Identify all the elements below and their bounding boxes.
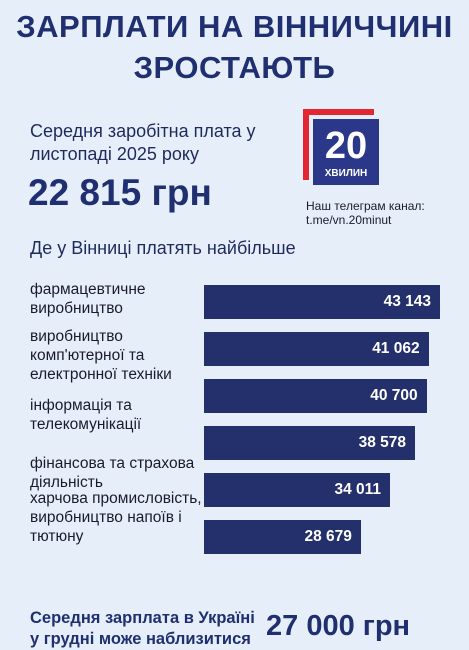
value-label: 28 679	[304, 528, 352, 545]
logo-number: 20	[325, 125, 367, 167]
bar: 28 679	[204, 520, 361, 554]
category-label: інформація та телекомунікації	[30, 397, 142, 433]
value-label: 38 578	[358, 434, 407, 451]
category-label: харчова промисловість, виробництво напої…	[30, 490, 202, 545]
footer-text: Середня зарплата в Україні у грудні може…	[30, 609, 255, 648]
footer-value: 27 000 грн	[266, 610, 411, 642]
logo-frame	[303, 109, 374, 180]
logo-box	[313, 119, 379, 185]
bar: 41 062	[204, 332, 429, 366]
value-label: 40 700	[370, 387, 418, 404]
bar: 40 700	[204, 379, 427, 413]
category-label: виробництво комп'ютерної та електронної …	[30, 328, 172, 383]
bar: 38 578	[204, 426, 416, 460]
value-label: 43 143	[383, 293, 431, 310]
bar: 43 143	[204, 285, 440, 319]
telegram: Наш телеграм канал: t.me/vn.20minut	[306, 199, 425, 227]
value-label: 41 062	[372, 340, 420, 357]
logo: 20 ХВИЛИН	[303, 109, 379, 185]
telegram-label: Наш телеграм канал:	[306, 199, 425, 213]
category-label: фармацевтичне виробництво	[30, 281, 146, 317]
subtitle: Середня заробітна плата у листопаді 2025…	[30, 121, 256, 164]
bar: 34 011	[204, 473, 391, 507]
title: ЗАРПЛАТИ НА ВІННИЧЧИНІ ЗРОСТАЮТЬ	[16, 9, 453, 85]
headline-value: 22 815 грн	[28, 172, 212, 213]
category-label: фінансова та страхова діяльність	[30, 455, 195, 491]
value-label: 34 011	[334, 481, 382, 498]
logo-word: ХВИЛИН	[325, 168, 368, 179]
telegram-channel: t.me/vn.20minut	[306, 213, 392, 227]
chart-title: Де у Вінниці платять найбільше	[30, 238, 296, 258]
